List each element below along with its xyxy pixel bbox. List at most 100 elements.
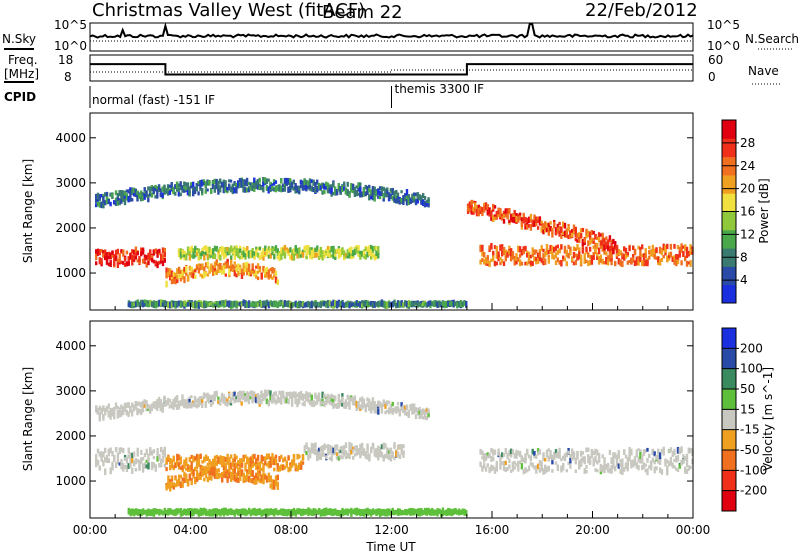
- heatmap-cell: [265, 270, 269, 276]
- heatmap-cell: [192, 400, 195, 405]
- heatmap-cell: [231, 468, 235, 476]
- heatmap-cell: [583, 238, 586, 243]
- velocity-ylabel: Slant Range [km]: [21, 367, 35, 471]
- colorbar-tick-label: 24: [740, 159, 755, 173]
- heatmap-cell: [102, 460, 105, 467]
- heatmap-cell: [127, 302, 131, 308]
- heatmap-cell: [448, 508, 452, 516]
- heatmap-cell: [343, 445, 346, 452]
- heatmap-cell: [274, 276, 278, 284]
- heatmap-cell: [364, 508, 367, 515]
- heatmap-cell: [590, 255, 594, 261]
- colorbar-tick-label: 200: [740, 341, 763, 355]
- heatmap-cell: [384, 401, 387, 405]
- heatmap-cell: [165, 272, 168, 279]
- heatmap-cell: [592, 240, 595, 244]
- heatmap-cell: [129, 452, 132, 459]
- heatmap-cell: [389, 301, 393, 308]
- heatmap-cell: [104, 200, 107, 206]
- heatmap-cell: [621, 462, 624, 470]
- heatmap-cell: [556, 464, 559, 472]
- heatmap-cell: [370, 301, 373, 306]
- heatmap-cell: [323, 446, 326, 450]
- heatmap-cell: [151, 509, 154, 514]
- heatmap-cell: [179, 400, 182, 406]
- heatmap-cell: [136, 401, 139, 407]
- heatmap-cell: [267, 478, 271, 483]
- heatmap-cell: [651, 457, 655, 463]
- heatmap-cell: [265, 273, 269, 278]
- heatmap-cell: [319, 398, 322, 402]
- heatmap-cell: [253, 187, 256, 192]
- heatmap-cell: [373, 253, 376, 261]
- heatmap-cell: [213, 455, 217, 463]
- heatmap-cell: [201, 510, 204, 515]
- heatmap-cell: [447, 300, 450, 307]
- heatmap-cell: [411, 410, 414, 415]
- heatmap-cell: [386, 187, 389, 193]
- heatmap-cell: [278, 397, 281, 403]
- heatmap-cell: [660, 248, 664, 256]
- heatmap-cell: [244, 475, 247, 479]
- heatmap-cell: [578, 460, 581, 467]
- heatmap-cell: [190, 182, 193, 189]
- heatmap-cell: [396, 192, 400, 198]
- heatmap-cell: [610, 245, 613, 251]
- heatmap-cell: [673, 255, 676, 260]
- heatmap-cell: [163, 446, 166, 453]
- heatmap-cell: [400, 448, 403, 455]
- heatmap-cell: [581, 239, 585, 246]
- heatmap-cell: [330, 445, 333, 452]
- heatmap-cell: [233, 181, 236, 186]
- heatmap-cell: [274, 458, 278, 466]
- heatmap-cell: [298, 395, 301, 400]
- heatmap-cell: [319, 246, 323, 254]
- heatmap-cell: [156, 188, 159, 194]
- heatmap-cell: [483, 205, 486, 213]
- heatmap-cell: [653, 451, 656, 457]
- heatmap-cell: [361, 442, 364, 450]
- heatmap-cell: [371, 253, 375, 258]
- heatmap-cell: [272, 179, 276, 183]
- heatmap-cell: [256, 399, 260, 404]
- heatmap-cell: [233, 300, 236, 306]
- heatmap-cell: [192, 181, 195, 189]
- heatmap-cell: [125, 197, 128, 201]
- heatmap-cell: [197, 472, 201, 479]
- heatmap-cell: [186, 508, 190, 515]
- heatmap-cell: [635, 256, 638, 260]
- heatmap-cell: [413, 410, 416, 415]
- heatmap-cell: [149, 299, 152, 306]
- heatmap-cell: [684, 244, 687, 252]
- heatmap-cell: [105, 198, 109, 205]
- heatmap-cell: [212, 302, 215, 307]
- heatmap-cell: [120, 447, 123, 453]
- heatmap-cell: [542, 228, 545, 235]
- heatmap-cell: [501, 244, 504, 250]
- heatmap-cell: [264, 456, 267, 462]
- heatmap-cell: [285, 460, 288, 466]
- heatmap-cell: [495, 245, 498, 253]
- heatmap-cell: [330, 511, 333, 516]
- colorbar-swatch: [722, 284, 736, 304]
- heatmap-cell: [219, 248, 222, 252]
- heatmap-cell: [199, 255, 202, 260]
- heatmap-cell: [179, 192, 182, 197]
- heatmap-cell: [107, 251, 111, 256]
- heatmap-cell: [587, 240, 590, 247]
- heatmap-cell: [579, 254, 583, 262]
- heatmap-cell: [274, 247, 278, 252]
- heatmap-cell: [291, 509, 294, 514]
- heatmap-cell: [535, 260, 538, 265]
- heatmap-cell: [373, 186, 376, 193]
- heatmap-cell: [488, 207, 491, 215]
- heatmap-cell: [678, 448, 681, 455]
- heatmap-cell: [325, 398, 328, 406]
- heatmap-cell: [208, 248, 211, 253]
- heatmap-cell: [332, 301, 335, 305]
- heatmap-cell: [300, 464, 303, 470]
- heatmap-cell: [380, 403, 384, 407]
- heatmap-cell: [244, 187, 247, 193]
- heatmap-cell: [608, 246, 612, 252]
- heatmap-cell: [188, 254, 192, 261]
